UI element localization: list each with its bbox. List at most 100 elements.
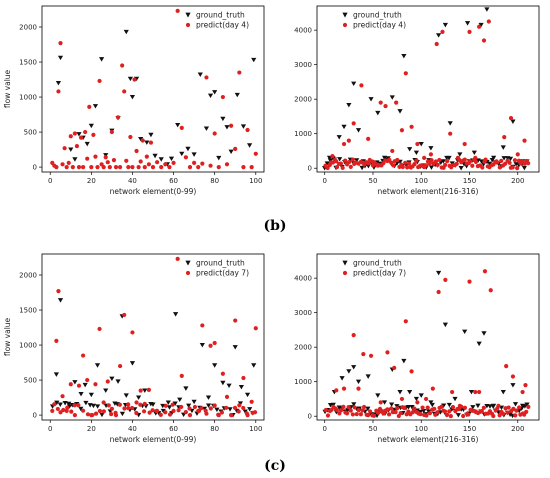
prediction-point: [93, 382, 98, 387]
x-tick-label: 0: [48, 177, 52, 185]
prediction-point: [343, 158, 348, 163]
legend-marker-prediction: [342, 270, 348, 276]
prediction-point: [517, 405, 522, 410]
ground-truth-point: [409, 405, 415, 410]
legend-label: ground_truth: [353, 259, 402, 268]
prediction-point: [144, 154, 149, 159]
ground-truth-point: [72, 157, 78, 162]
prediction-point: [97, 78, 102, 84]
prediction-point: [253, 326, 258, 331]
ground-truth-point: [244, 392, 251, 398]
ground-truth-point: [436, 33, 442, 38]
prediction-point: [208, 343, 213, 348]
prediction-point: [93, 411, 99, 416]
ground-truth-point: [88, 392, 94, 398]
ground-truth-point: [199, 342, 205, 348]
x-tick-label: 40: [128, 177, 137, 185]
prediction-point: [480, 165, 485, 170]
prediction-point: [58, 41, 63, 46]
y-tick-label: 1000: [294, 130, 312, 138]
prediction-point: [338, 408, 344, 413]
prediction-point: [97, 326, 102, 332]
prediction-point: [163, 162, 168, 167]
ground-truth-point: [53, 372, 59, 377]
prediction-point: [403, 71, 408, 76]
prediction-point: [183, 409, 188, 415]
y-axis-label: flow value: [3, 317, 12, 356]
prediction-point: [513, 413, 518, 418]
x-tick-label: 60: [169, 177, 178, 185]
prediction-point: [448, 413, 453, 419]
prediction-point: [330, 154, 335, 159]
prediction-point: [130, 330, 135, 335]
prediction-point: [329, 407, 334, 413]
prediction-point: [393, 410, 398, 415]
prediction-point: [141, 409, 147, 414]
prediction-point: [233, 146, 238, 151]
prediction-point: [155, 160, 160, 165]
prediction-point: [402, 406, 407, 411]
y-tick-label: 2000: [294, 96, 312, 104]
prediction-point: [52, 402, 57, 407]
prediction-point: [233, 318, 238, 323]
prediction-point: [85, 156, 90, 161]
ground-truth-point: [94, 363, 101, 368]
prediction-point: [159, 164, 164, 170]
ground-truth-point: [455, 413, 461, 418]
prediction-point: [461, 413, 466, 419]
prediction-point: [385, 407, 390, 412]
prediction-point: [138, 159, 143, 164]
prediction-point: [224, 405, 229, 410]
prediction-point: [467, 279, 472, 284]
ground-truth-point: [191, 152, 197, 157]
prediction-point: [109, 406, 114, 411]
ground-truth-point: [524, 402, 530, 407]
ground-truth-point: [375, 110, 381, 116]
prediction-point: [422, 155, 427, 160]
ground-truth-point: [220, 116, 226, 122]
ground-truth-point: [54, 400, 60, 406]
prediction-point: [212, 403, 217, 408]
legend-label: ground_truth: [196, 11, 245, 20]
prediction-point: [405, 165, 410, 170]
prediction-point: [167, 412, 173, 417]
prediction-point: [515, 152, 520, 157]
prediction-point: [212, 131, 217, 136]
ground-truth-point: [95, 404, 101, 409]
prediction-point: [414, 158, 419, 163]
x-tick-label: 0: [322, 177, 326, 185]
x-tick-label: 200: [511, 425, 524, 433]
ground-truth-point: [413, 150, 420, 156]
prediction-point: [65, 405, 70, 410]
ground-truth-point: [365, 374, 371, 379]
ground-truth-point: [428, 165, 435, 170]
ground-truth-point: [226, 383, 232, 389]
prediction-point: [204, 411, 209, 416]
prediction-point: [89, 164, 94, 170]
prediction-point: [175, 256, 180, 262]
ground-truth-point: [484, 7, 490, 12]
prediction-point: [448, 131, 453, 136]
prediction-point: [470, 163, 475, 168]
x-tick-label: 150: [463, 177, 476, 185]
prediction-point: [179, 125, 184, 130]
ground-truth-point: [152, 153, 158, 159]
prediction-point: [224, 162, 230, 167]
x-tick-label: 200: [511, 177, 524, 185]
ground-truth-point: [375, 393, 381, 398]
prediction-point: [66, 160, 71, 165]
y-tick-label: 3000: [294, 309, 312, 317]
y-tick-label: 1000: [294, 378, 312, 386]
legend-label: ground_truth: [353, 11, 402, 20]
prediction-point: [56, 289, 61, 294]
ground-truth-point: [251, 57, 257, 63]
prediction-point: [425, 405, 430, 410]
prediction-point: [103, 155, 108, 160]
prediction-point: [468, 159, 473, 164]
y-tick-label: 0: [308, 165, 312, 173]
prediction-point: [395, 157, 400, 163]
prediction-point: [134, 400, 139, 405]
ground-truth-point: [478, 159, 485, 164]
prediction-point: [334, 164, 340, 170]
prediction-point: [91, 132, 96, 137]
